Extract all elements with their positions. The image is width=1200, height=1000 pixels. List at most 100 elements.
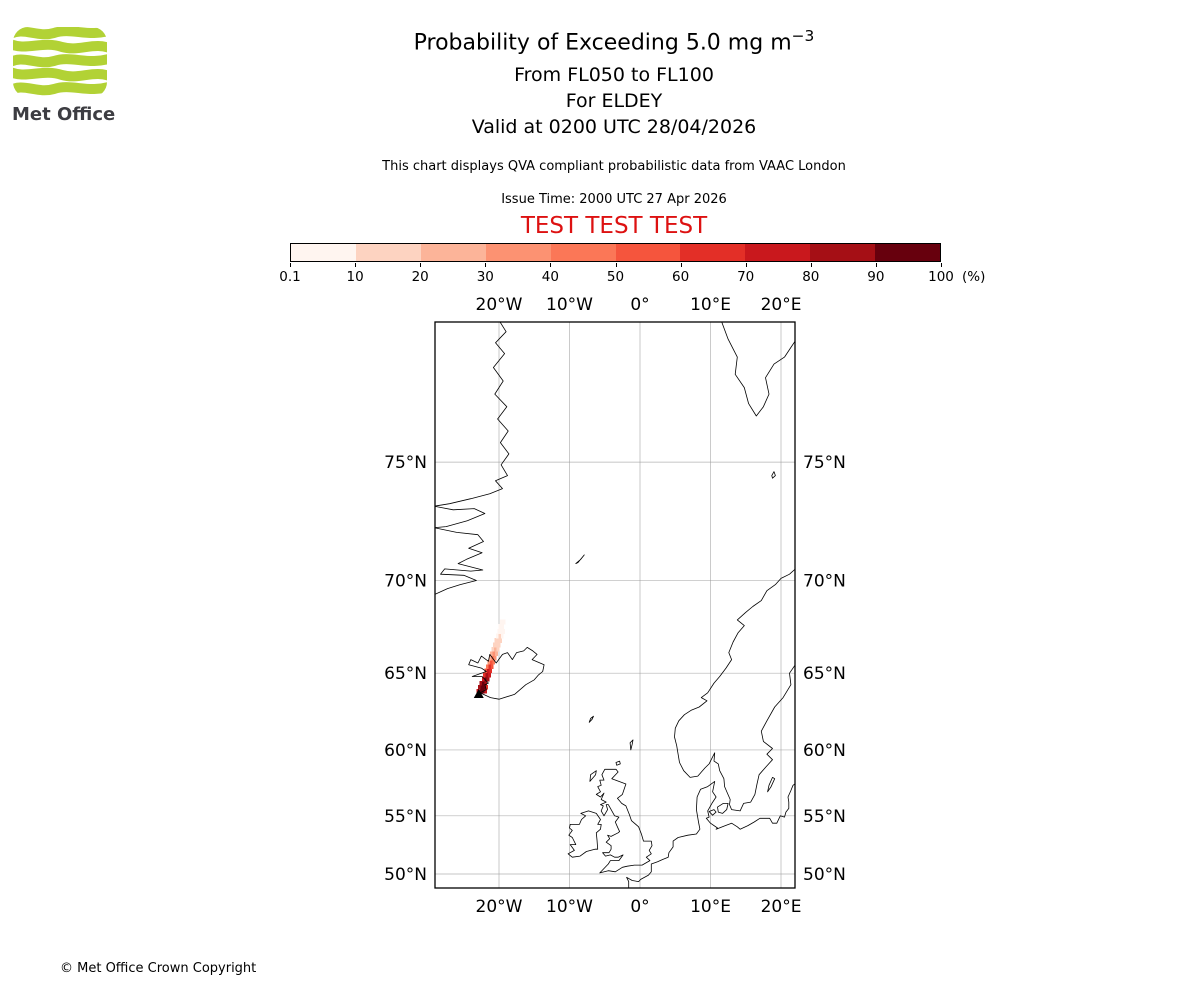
colorbar xyxy=(290,243,941,262)
lat-tick-left: 60°N xyxy=(384,741,427,761)
ash-probability-cell xyxy=(496,638,500,643)
lon-tick-bottom: 20°E xyxy=(761,897,802,917)
ash-probability-cell xyxy=(499,638,503,643)
coastline-mainland_europe xyxy=(626,781,795,888)
ash-probability-cell xyxy=(482,685,486,690)
coastline-scandinavia xyxy=(674,568,795,812)
ash-probability-cell xyxy=(487,668,490,674)
logo-wave xyxy=(13,66,107,82)
valid-time-line: Valid at 0200 UTC 28/04/2026 xyxy=(471,116,757,138)
ash-probability-cell xyxy=(497,628,500,634)
colorbar-segment xyxy=(875,244,941,261)
lon-tick-bottom: 20°W xyxy=(476,897,523,917)
ash-probability-cell xyxy=(483,672,486,678)
ash-probability-cell xyxy=(493,655,497,661)
ash-probability-cell xyxy=(480,685,484,690)
lon-tick-top: 20°W xyxy=(476,295,523,315)
ash-probability-cell xyxy=(481,681,485,686)
colorbar-segment xyxy=(550,244,616,261)
ash-probability-cell xyxy=(494,646,497,652)
lat-tick-left: 65°N xyxy=(384,664,427,684)
copyright: © Met Office Crown Copyright xyxy=(60,961,257,976)
lat-tick-left: 70°N xyxy=(384,571,427,591)
ash-probability-cell xyxy=(477,685,481,690)
lon-tick-top: 0° xyxy=(630,295,649,315)
lon-tick-top: 10°W xyxy=(546,295,593,315)
ash-probability-cell xyxy=(479,689,482,694)
ash-probability-cell xyxy=(488,672,491,678)
ash-probability-cell xyxy=(488,664,492,669)
ash-probability-cell xyxy=(484,676,487,682)
lat-tick-left: 50°N xyxy=(384,865,427,885)
colorbar-segment xyxy=(810,244,876,261)
lat-tick-right: 75°N xyxy=(803,453,846,473)
ash-probability-cell xyxy=(487,660,491,665)
lat-tick-right: 70°N xyxy=(803,571,846,591)
lat-tick-left: 55°N xyxy=(384,807,427,827)
coastline-shetland xyxy=(629,739,634,751)
logo-wave xyxy=(13,53,107,68)
lon-tick-bottom: 10°W xyxy=(546,897,593,917)
ash-probability-cell xyxy=(495,651,498,657)
coastline-gotland xyxy=(767,777,776,793)
ash-probability-cell xyxy=(499,628,503,634)
ash-probability-cell xyxy=(486,676,490,682)
ash-probability-cell xyxy=(494,638,498,643)
coastline-bear_island xyxy=(771,471,776,479)
ash-probability-cell xyxy=(500,619,503,625)
met-office-logo-text: Met Office xyxy=(12,104,116,125)
ash-probability-cell xyxy=(502,619,506,625)
lat-tick-right: 65°N xyxy=(803,664,846,684)
volcano-line: For ELDEY xyxy=(565,90,663,112)
flight-level-line: From FL050 to FL100 xyxy=(514,64,714,86)
ash-probability-cell xyxy=(492,660,496,665)
chart-title: Probability of Exceeding 5.0 mg m−3 xyxy=(28,27,1200,55)
ash-probability-cell xyxy=(495,642,499,648)
coastline-faroes xyxy=(588,715,594,723)
colorbar-segment xyxy=(291,244,356,261)
ash-probability-cell xyxy=(493,642,496,648)
ash-probability-cell xyxy=(485,685,488,690)
ash-probability-cell xyxy=(498,642,501,648)
colorbar-segment xyxy=(355,244,421,261)
colorbar-unit: (%) xyxy=(962,269,986,285)
ash-probability-cell xyxy=(491,664,494,669)
logo-wave xyxy=(13,81,107,96)
ash-probability-cell xyxy=(488,655,492,661)
colorbar-segment xyxy=(745,244,811,261)
colorbar-segment xyxy=(615,244,681,261)
logo-wave xyxy=(13,38,107,54)
coastline-iceland xyxy=(468,647,545,700)
ash-probability-cell xyxy=(484,689,487,694)
lon-tick-bottom: 10°E xyxy=(690,897,731,917)
ash-probability-cell xyxy=(484,681,487,686)
coastline-greenland xyxy=(435,322,510,595)
issue-time: Issue Time: 2000 UTC 27 Apr 2026 xyxy=(501,192,727,207)
ash-probability-cell xyxy=(489,660,493,665)
map-border xyxy=(434,321,796,889)
chart-title-main: Probability of Exceeding 5.0 mg m xyxy=(413,30,792,56)
met-office-logo: Met Office xyxy=(12,26,132,125)
ash-probability-cell xyxy=(491,646,495,652)
coastline-ireland xyxy=(567,810,602,858)
ash-probability-cell xyxy=(485,672,489,678)
ash-probability-cell xyxy=(486,664,489,669)
ash-probability-cell xyxy=(498,633,502,639)
ash-probability-cell xyxy=(502,628,505,634)
ash-probability-cell xyxy=(490,651,493,657)
test-banner: TEST TEST TEST xyxy=(520,213,708,239)
colorbar-segment xyxy=(680,244,746,261)
chart-title-exponent: −3 xyxy=(791,27,815,45)
ash-probability-cell xyxy=(501,624,504,630)
lat-tick-right: 55°N xyxy=(803,807,846,827)
colorbar-segment xyxy=(485,244,551,261)
lat-tick-right: 60°N xyxy=(803,741,846,761)
lat-tick-right: 50°N xyxy=(803,865,846,885)
lon-tick-bottom: 0° xyxy=(630,897,649,917)
met-office-logo-icon xyxy=(13,27,107,96)
coastline-svalbard xyxy=(721,322,795,417)
ash-probability-cell xyxy=(498,624,502,630)
coastline-funen xyxy=(708,809,717,816)
ash-probability-cell xyxy=(500,633,504,639)
